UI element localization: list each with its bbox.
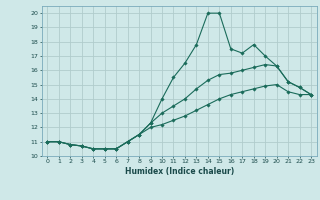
X-axis label: Humidex (Indice chaleur): Humidex (Indice chaleur) [124, 167, 234, 176]
